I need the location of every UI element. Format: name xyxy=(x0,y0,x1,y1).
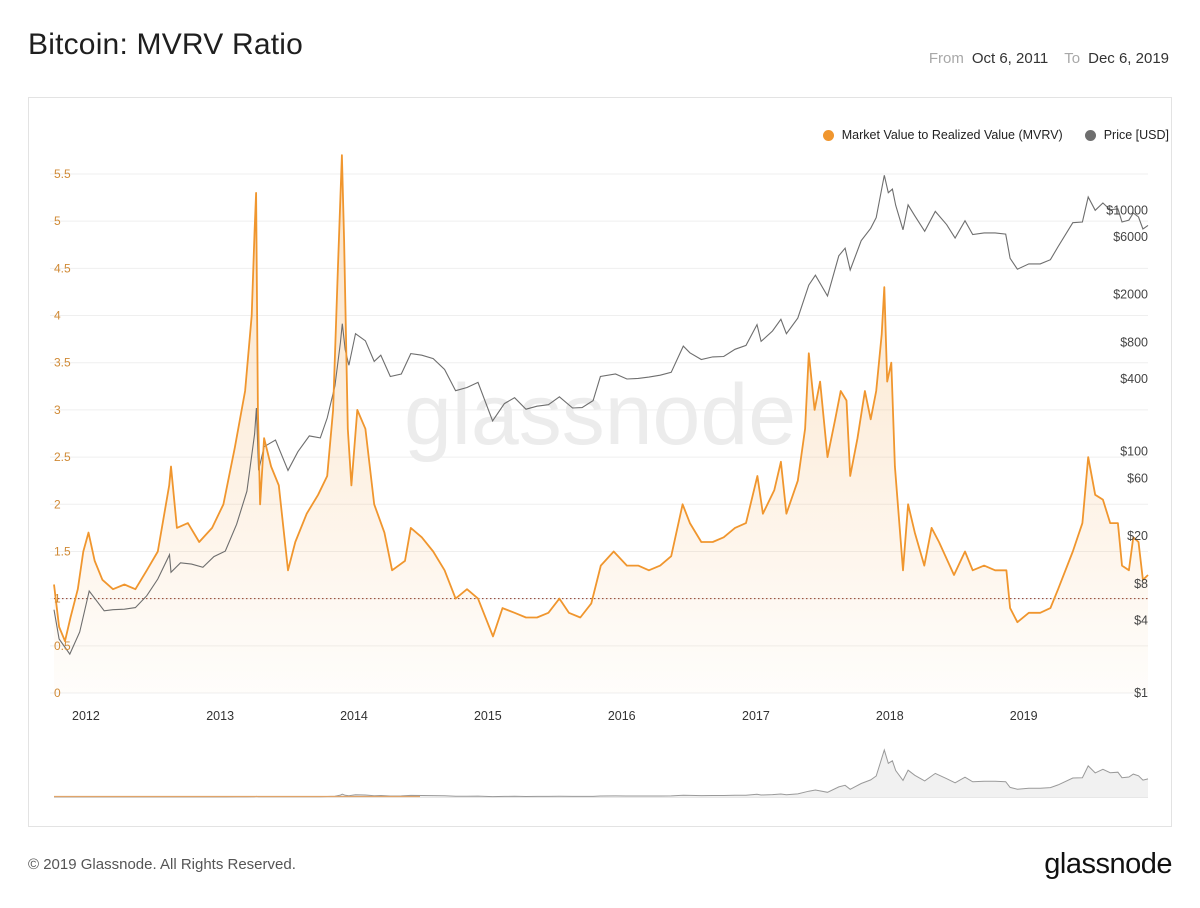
axis-labels: 0 0.5 1 1.5 2 2.5 3 3.5 4 4.5 5 5.5 $1 $4 $8 $20 $60 $100… xyxy=(54,167,1148,723)
x-tick-label: 2017 xyxy=(742,709,770,723)
y-right-tick-label: $800 xyxy=(1120,336,1148,350)
y-left-tick-label: 3 xyxy=(54,403,61,417)
y-right-tick-label: $8 xyxy=(1134,577,1148,591)
date-to-label: To xyxy=(1064,50,1081,67)
x-tick-label: 2014 xyxy=(340,709,368,723)
mvrv-series-line[interactable] xyxy=(53,154,1149,642)
y-right-tick-label: $6000 xyxy=(1113,230,1148,244)
legend-label-mvrv: Market Value to Realized Value (MVRV) xyxy=(841,128,1063,142)
legend-label-price: Price [USD] xyxy=(1103,128,1169,142)
y-left-tick-label: 4 xyxy=(54,309,61,323)
watermark: glassnode xyxy=(404,367,796,463)
x-tick-label: 2015 xyxy=(474,709,502,723)
y-left-tick-label: 5 xyxy=(54,214,61,228)
y-right-tick-label: $400 xyxy=(1120,372,1148,386)
legend-item-price[interactable]: Price [USD] xyxy=(1084,128,1169,142)
copyright-text: © 2019 Glassnode. All Rights Reserved. xyxy=(28,856,296,873)
navigator[interactable] xyxy=(54,748,1149,798)
y-right-tick-label: $60 xyxy=(1127,471,1148,485)
mvrv-area xyxy=(54,155,1148,694)
chart-frame xyxy=(28,97,1172,827)
date-from-label: From xyxy=(928,50,964,67)
y-left-tick-label: 5.5 xyxy=(54,167,71,181)
y-right-tick-label: $10000 xyxy=(1106,203,1148,217)
legend-swatch-price xyxy=(1084,129,1096,141)
x-tick-label: 2013 xyxy=(206,709,234,723)
navigator-area xyxy=(54,750,1148,797)
y-right-tick-label: $2000 xyxy=(1113,288,1148,302)
price-series-line[interactable] xyxy=(53,175,1149,656)
y-left-tick-label: 1.5 xyxy=(54,544,71,558)
y-left-tick-label: 2.5 xyxy=(54,450,71,464)
y-left-tick-label: 2 xyxy=(54,497,61,511)
date-to-value[interactable]: Dec 6, 2019 xyxy=(1088,50,1169,67)
y-left-tick-label: 4.5 xyxy=(54,261,71,275)
y-left-tick-label: 3.5 xyxy=(54,356,71,370)
legend-swatch-mvrv xyxy=(822,129,834,141)
chart-legend: Market Value to Realized Value (MVRV) Pr… xyxy=(822,128,1169,142)
date-range[interactable]: From Oct 6, 2011 To Dec 6, 2019 xyxy=(929,50,1169,67)
series-group xyxy=(53,154,1149,694)
x-tick-label: 2016 xyxy=(608,709,636,723)
x-tick-label: 2012 xyxy=(72,709,100,723)
legend-item-mvrv[interactable]: Market Value to Realized Value (MVRV) xyxy=(822,128,1063,142)
y-right-tick-label: $20 xyxy=(1127,529,1148,543)
y-right-tick-label: $4 xyxy=(1134,613,1148,627)
date-from-value[interactable]: Oct 6, 2011 xyxy=(971,50,1049,67)
y-left-tick-label: 0 xyxy=(54,686,61,700)
y-right-tick-label: $100 xyxy=(1120,445,1148,459)
x-tick-label: 2019 xyxy=(1010,709,1038,723)
brand-logo[interactable]: glassnode xyxy=(1044,848,1172,880)
page-title: Bitcoin: MVRV Ratio xyxy=(28,28,304,61)
y-right-tick-label: $1 xyxy=(1134,686,1148,700)
y-left-tick-label: 1 xyxy=(54,592,61,606)
y-left-tick-label: 0.5 xyxy=(54,639,71,653)
x-tick-label: 2018 xyxy=(876,709,904,723)
